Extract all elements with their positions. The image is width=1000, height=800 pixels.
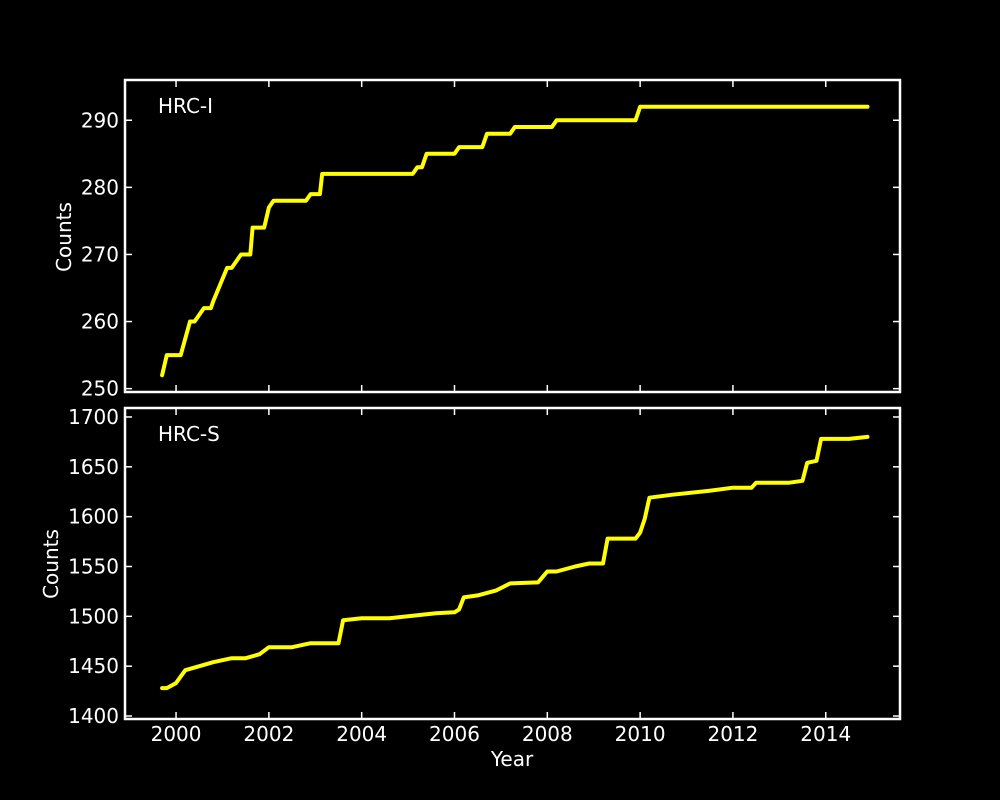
- panel-label-hrc-i: HRC-I: [158, 94, 213, 118]
- y-tick-label-hrc-s-1550: 1550: [68, 554, 119, 578]
- axes-frame-hrc-s: [123, 406, 902, 721]
- y-tick-label-hrc-i-280: 280: [81, 175, 119, 199]
- panel-hrc-i: 250 260 270 280 290 HRC-I Counts: [52, 78, 902, 401]
- x-tick-label-2012: 2012: [707, 722, 758, 746]
- x-tick-label-2010: 2010: [615, 722, 666, 746]
- tick-marks-hrc-s: [125, 408, 900, 719]
- y-tick-labels-hrc-s: 1400 1450 1500 1550 1600 1650 1700: [68, 405, 119, 728]
- series-line-hrc-i: [160, 104, 870, 378]
- y-axis-label-hrc-i: Counts: [52, 202, 76, 272]
- y-tick-label-hrc-s-1650: 1650: [68, 455, 119, 479]
- y-tick-label-hrc-s-1450: 1450: [68, 654, 119, 678]
- x-tick-label-2006: 2006: [429, 722, 480, 746]
- y-tick-labels-hrc-i: 250 260 270 280 290: [81, 108, 119, 400]
- x-tick-label-2014: 2014: [800, 722, 851, 746]
- y-tick-label-hrc-s-1400: 1400: [68, 704, 119, 728]
- tick-marks-hrc-i: [125, 80, 900, 392]
- x-axis-label: Year: [490, 747, 534, 771]
- x-tick-label-2002: 2002: [243, 722, 294, 746]
- y-tick-label-hrc-i-260: 260: [81, 310, 119, 334]
- y-tick-label-hrc-s-1500: 1500: [68, 604, 119, 628]
- panel-label-hrc-s: HRC-S: [158, 422, 220, 446]
- x-tick-label-2008: 2008: [522, 722, 573, 746]
- x-tick-labels-hrc-s: 2000 2002 2004 2006 2008 2010 2012 2014: [151, 722, 852, 746]
- x-tick-label-2000: 2000: [151, 722, 202, 746]
- y-tick-label-hrc-s-1700: 1700: [68, 405, 119, 429]
- y-tick-label-hrc-i-290: 290: [81, 108, 119, 132]
- y-axis-label-hrc-s: Counts: [39, 529, 63, 599]
- y-tick-label-hrc-i-250: 250: [81, 377, 119, 401]
- x-tick-label-2004: 2004: [336, 722, 387, 746]
- axes-frame-hrc-i: [123, 78, 902, 394]
- series-line-hrc-s: [160, 434, 870, 691]
- y-tick-label-hrc-s-1600: 1600: [68, 505, 119, 529]
- y-tick-label-hrc-i-270: 270: [81, 242, 119, 266]
